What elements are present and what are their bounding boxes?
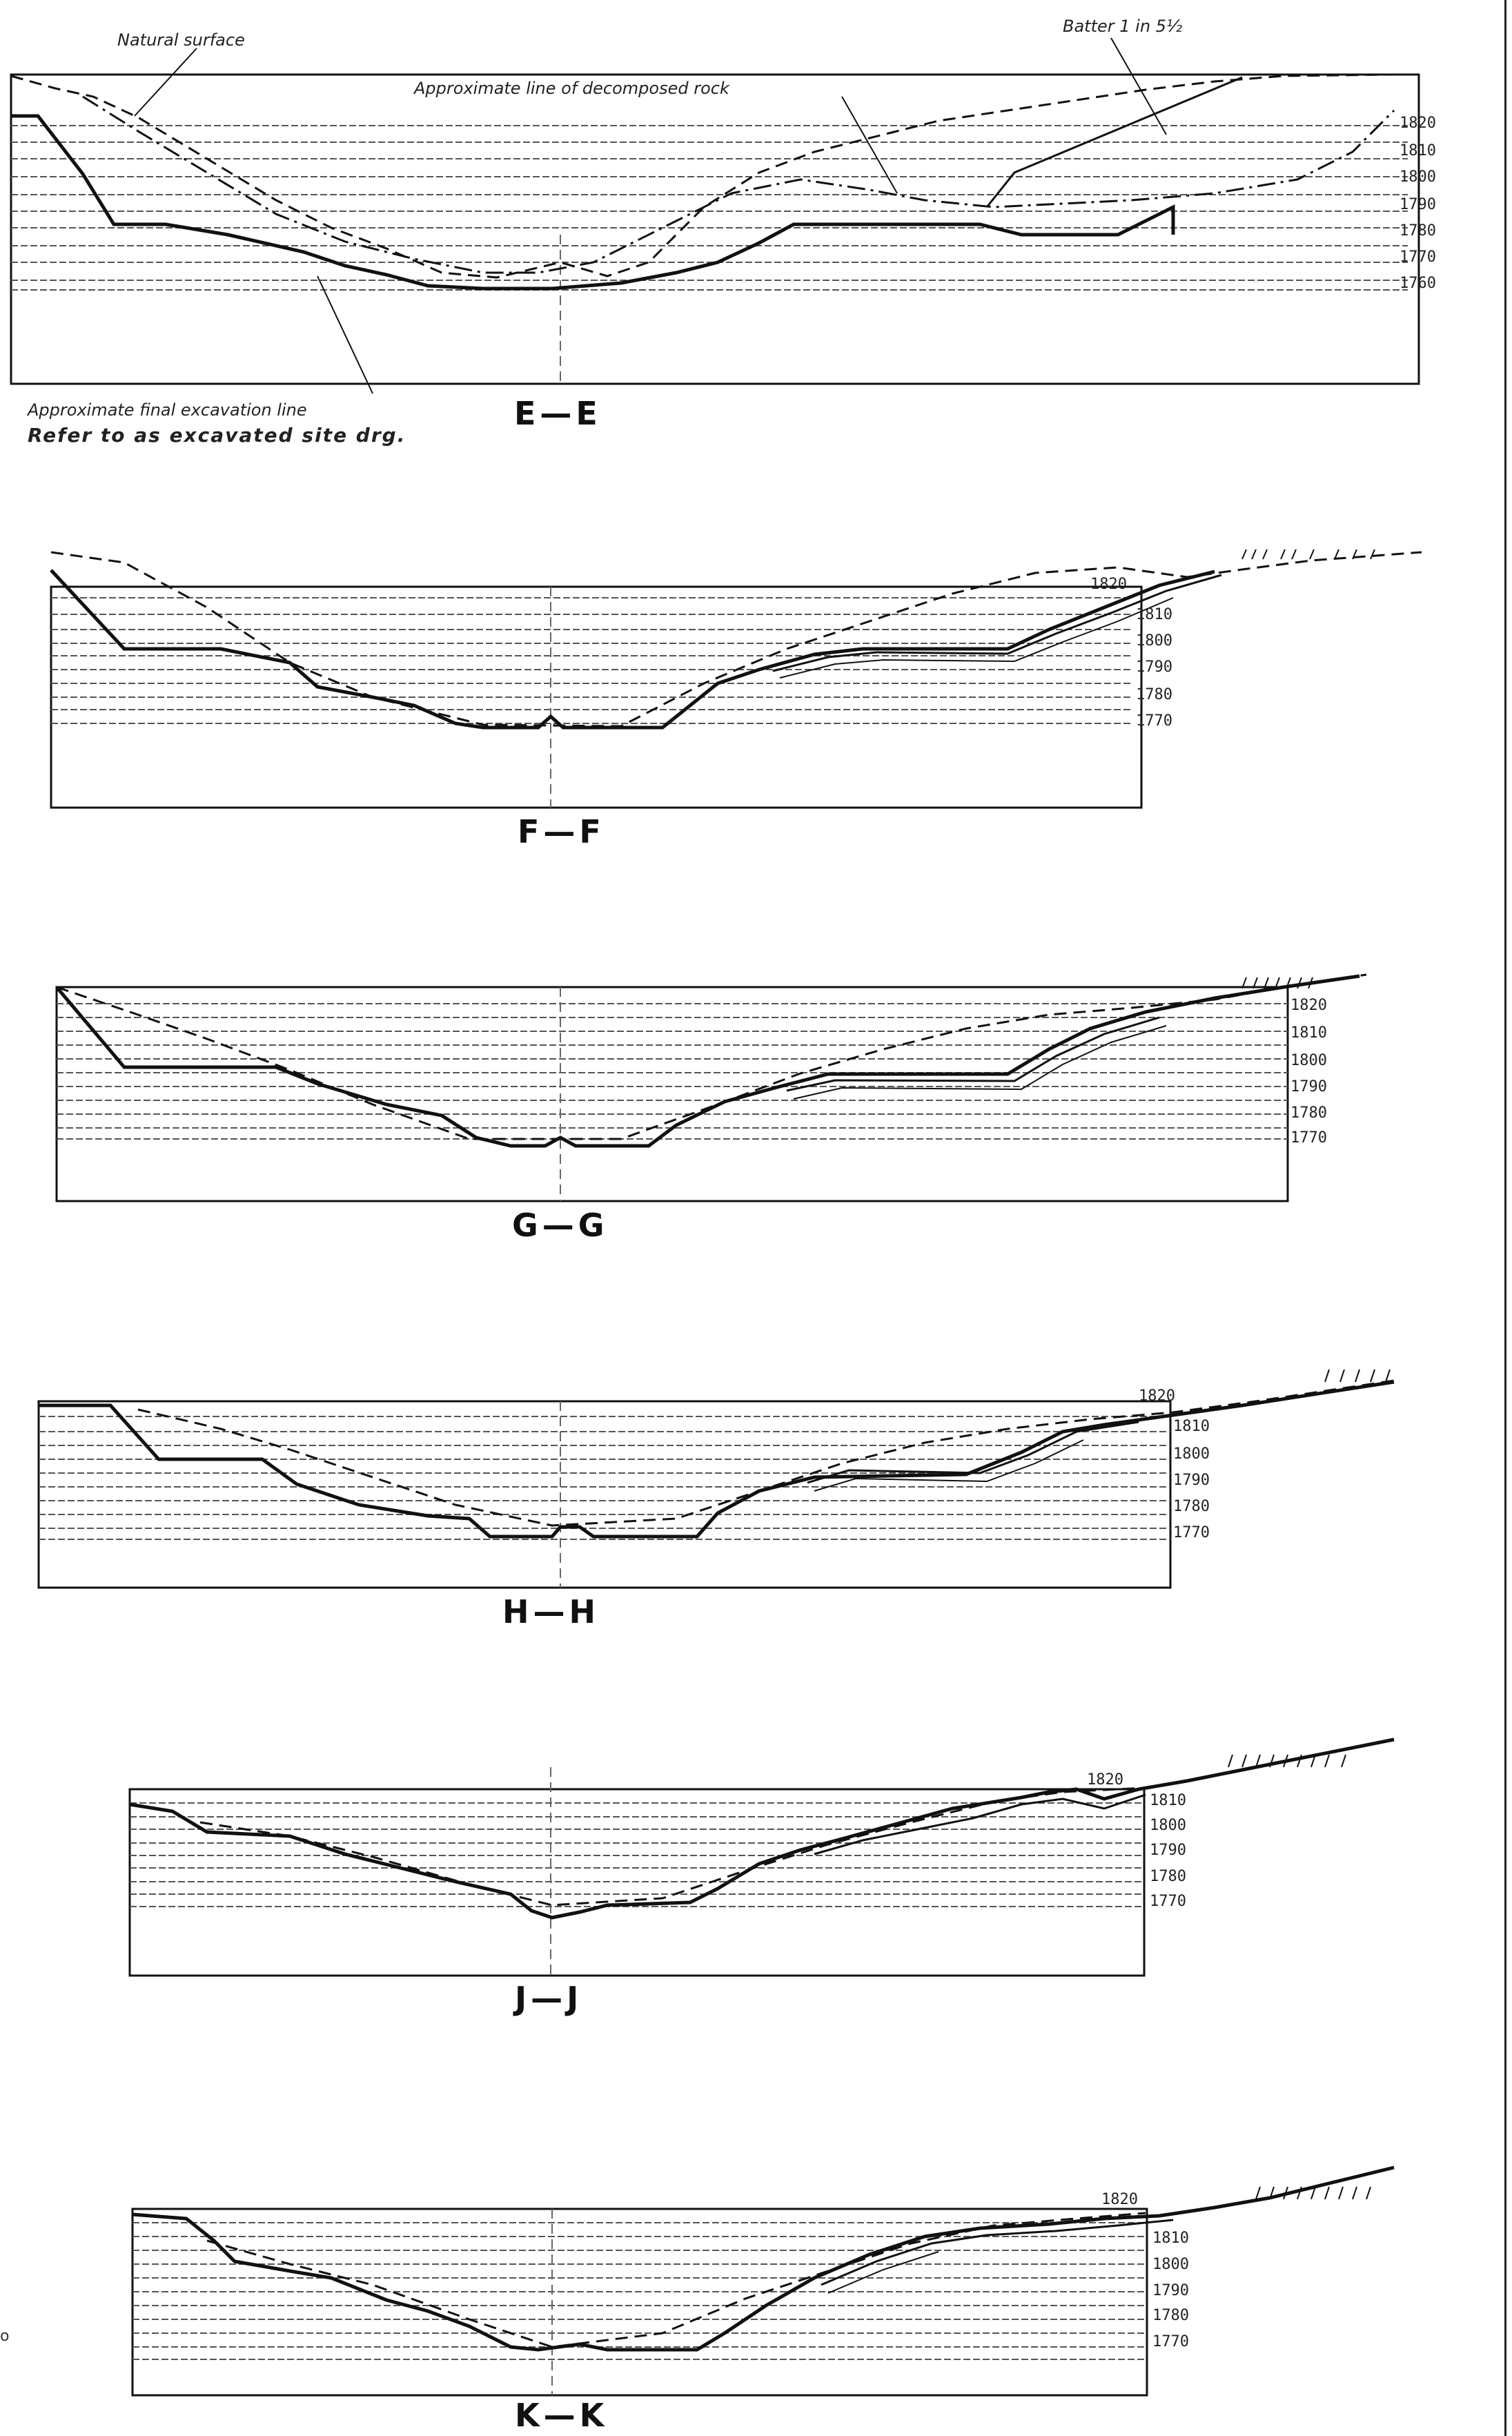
section-h-h-riprap-lower: [814, 1439, 1084, 1492]
section-j-j-natural-surface: [199, 1786, 1146, 1907]
section-g-g-riprap: [786, 1016, 1160, 1092]
section-e-e-elev-1770: 1770: [1400, 249, 1436, 266]
section-g-g-elev-1790: 1790: [1290, 1078, 1327, 1095]
section-k-k-elev-1780: 1780: [1152, 2307, 1189, 2324]
section-g-g: [55, 973, 1367, 1202]
stray-mark: o: [0, 2328, 10, 2345]
section-g-g-final-excavation: [55, 974, 1360, 1148]
section-f-f-riprap: [772, 574, 1222, 672]
section-f-f-riprap-lower: [779, 597, 1174, 679]
section-k-k-riprap-lower: [827, 2251, 939, 2294]
section-h-h-final-excavation: [39, 1380, 1395, 1539]
section-k-k-elev-1790: 1790: [1152, 2282, 1189, 2299]
section-g-g-elev-1810: 1810: [1290, 1024, 1327, 1042]
section-h-h-elev-1790: 1790: [1173, 1472, 1210, 1489]
section-e-e-natural-surface: [10, 73, 1395, 279]
section-e-e-elev-1760: 1760: [1400, 275, 1436, 292]
section-h-h-grass: [1324, 1369, 1391, 1383]
section-k-k-grass: [1255, 2186, 1371, 2200]
section-e-e-leader-batter: [1110, 37, 1167, 135]
section-j-j-elev-1800: 1800: [1150, 1817, 1186, 1834]
section-h-h-elev-1820: 1820: [1139, 1387, 1175, 1405]
note-refer-drawing: Refer to as excavated site drg.: [28, 424, 406, 447]
section-k-k-title: K—K: [515, 2397, 609, 2434]
section-h-h-elev-1780: 1780: [1173, 1498, 1210, 1515]
note-batter: Batter 1 in 5½: [1063, 17, 1183, 36]
section-e-e-elev-1810: 1810: [1400, 142, 1436, 159]
section-k-k-elev-1770: 1770: [1152, 2333, 1189, 2350]
note-final-excavation: Approximate final excavation line: [28, 400, 307, 420]
section-g-g-elev-1780: 1780: [1290, 1104, 1327, 1122]
section-g-g-elev-1770: 1770: [1290, 1129, 1327, 1147]
section-f-f-gridlines: [51, 597, 1132, 724]
section-k-k-riprap: [821, 2219, 1174, 2286]
section-j-j-elev-1810: 1810: [1150, 1792, 1186, 1809]
section-e-e-title: E—E: [514, 395, 602, 432]
section-h-h-elev-1770: 1770: [1173, 1524, 1210, 1541]
section-j-j-gridlines: [130, 1802, 1144, 1907]
section-g-g-elev-1800: 1800: [1290, 1052, 1327, 1069]
section-k-k-elev-1820: 1820: [1101, 2191, 1138, 2208]
section-e-e: [10, 37, 1420, 394]
section-e-e-elev-1780: 1780: [1400, 222, 1436, 240]
section-k-k-frame: [131, 2208, 1148, 2397]
section-g-g-natural-surface: [56, 973, 1367, 1140]
section-j-j-elev-1790: 1790: [1150, 1842, 1186, 1859]
section-f-f-elev-1790: 1790: [1136, 659, 1172, 676]
section-f-f-final-excavation: [50, 569, 1215, 730]
section-f-f-elev-1810: 1810: [1136, 606, 1172, 623]
section-k-k-final-excavation: [132, 2165, 1395, 2352]
section-j-j-elev-1820: 1820: [1087, 1771, 1123, 1789]
section-f-f-elev-1780: 1780: [1136, 686, 1172, 703]
section-k-k-natural-surface: [206, 2212, 1146, 2348]
section-j-j-title: J—J: [515, 1980, 583, 2017]
section-e-e-decomposed-rock: [82, 95, 1395, 274]
section-h-h-title: H—H: [502, 1593, 600, 1630]
section-j-j-grass: [1228, 1754, 1346, 1768]
section-e-e-leader-natural-surface: [134, 48, 197, 117]
section-j-j-final-excavation: [129, 1737, 1395, 1920]
section-k-k-elev-1810: 1810: [1152, 2230, 1189, 2247]
section-g-g-gridlines: [57, 1003, 1288, 1140]
section-e-e-batter-line: [985, 76, 1243, 208]
section-k-k-elev-1800: 1800: [1152, 2256, 1189, 2273]
section-h-h-elev-1810: 1810: [1173, 1418, 1210, 1435]
section-j-j-riprap: [814, 1793, 1146, 1855]
note-natural-surface: Natural surface: [117, 30, 245, 50]
section-f-f-title: F—F: [518, 813, 605, 850]
section-g-g-frame: [55, 986, 1289, 1202]
section-j-j: [128, 1737, 1395, 1977]
section-f-f-elev-1770: 1770: [1136, 712, 1172, 730]
section-f-f-grass: [1241, 549, 1375, 560]
section-g-g-riprap-lower: [793, 1025, 1167, 1100]
section-j-j-elev-1780: 1780: [1150, 1868, 1186, 1885]
sheet-border-right: [1504, 0, 1506, 2436]
section-e-e-elev-1820: 1820: [1400, 115, 1436, 132]
section-e-e-frame: [10, 73, 1420, 385]
section-k-k-gridlines: [132, 2222, 1147, 2360]
section-e-e-elev-1800: 1800: [1400, 168, 1436, 186]
section-f-f-natural-surface: [50, 551, 1422, 728]
section-e-e-gridlines: [11, 125, 1408, 291]
section-g-g-title: G—G: [512, 1207, 609, 1244]
section-h-h-riprap: [807, 1421, 1139, 1484]
section-f-f: [50, 549, 1422, 809]
section-e-e-final-excavation: [11, 114, 1175, 291]
section-f-f-elev-1820: 1820: [1090, 576, 1127, 593]
section-e-e-elev-1790: 1790: [1400, 196, 1436, 213]
section-e-e-leader-final-excavation: [317, 275, 373, 394]
note-decomposed-rock: Approximate line of decomposed rock: [414, 79, 729, 98]
section-j-j-elev-1770: 1770: [1150, 1893, 1186, 1910]
section-h-h: [37, 1369, 1395, 1589]
section-h-h-frame: [37, 1400, 1172, 1589]
section-e-e-leader-decomposed-rock: [841, 96, 898, 194]
section-g-g-elev-1820: 1820: [1290, 997, 1327, 1014]
section-g-g-grass: [1241, 977, 1313, 989]
section-h-h-gridlines: [39, 1416, 1170, 1540]
section-h-h-elev-1800: 1800: [1173, 1445, 1210, 1463]
section-k-k: [131, 2165, 1395, 2397]
section-f-f-elev-1800: 1800: [1136, 632, 1172, 650]
